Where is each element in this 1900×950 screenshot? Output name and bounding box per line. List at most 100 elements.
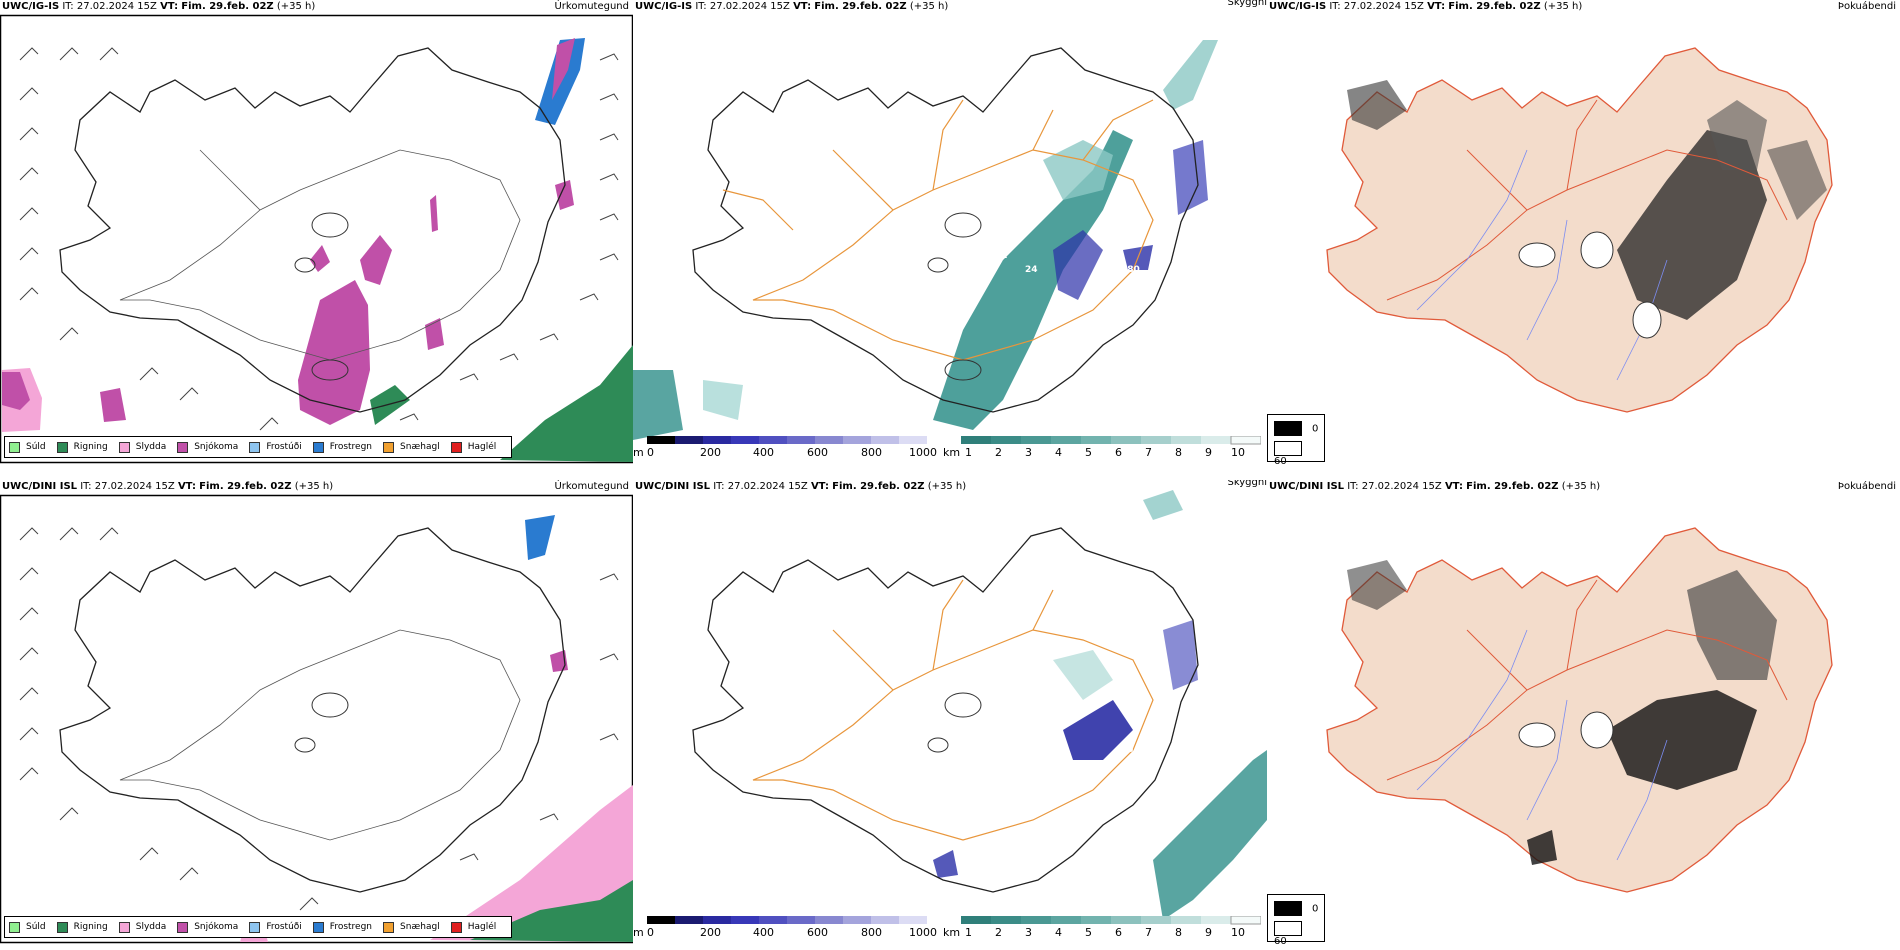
legend-label: Rigning	[73, 922, 108, 932]
swatch	[450, 441, 462, 453]
legend-label: Snjókoma	[194, 922, 239, 932]
legend-label: Rigning	[73, 442, 108, 452]
legend-label: Snjókoma	[194, 442, 239, 452]
init-time: IT: 27.02.2024 15Z	[695, 1, 790, 12]
swatch	[1274, 901, 1302, 916]
model-name: UWC/DINI ISL	[635, 481, 711, 492]
legend-label: Snæhagl	[400, 922, 440, 932]
init-time: IT: 27.02.2024 15Z	[713, 481, 808, 492]
vis-unit: km	[943, 446, 961, 459]
height-tick: 1000	[909, 446, 937, 459]
height-tick: 400	[753, 446, 774, 459]
vis-tick: 2	[995, 446, 1002, 459]
visibility-panel-bottom: 85 UWC/DINI ISL IT: 27.02.2024 15Z VT: F…	[633, 480, 1267, 946]
swatch	[177, 441, 189, 453]
vis-label: 30	[1063, 333, 1076, 343]
model-name: UWC/DINI ISL	[1269, 481, 1345, 492]
panel-title: Úrkomutegund	[554, 1, 629, 12]
height-unit: m	[633, 446, 644, 459]
panel-title: Skyggni	[1227, 480, 1267, 488]
vis-tick: 5	[1085, 446, 1092, 459]
vis-tick: 8	[1175, 446, 1182, 459]
panel-header: UWC/IG-IS IT: 27.02.2024 15Z VT: Fim. 29…	[635, 0, 948, 14]
vis-tick: 9	[1205, 926, 1212, 939]
lead-time: (+35 h)	[909, 1, 949, 12]
model-name: UWC/DINI ISL	[2, 481, 78, 492]
vis-tick: 7	[1145, 446, 1152, 459]
valid-time: Fim. 29.feb. 02Z	[199, 481, 292, 492]
valid-time: Fim. 29.feb. 02Z	[181, 1, 274, 12]
legend-label: Frostúði	[266, 922, 302, 932]
height-tick: 200	[700, 926, 721, 939]
fog-panel-top: UWC/IG-IS IT: 27.02.2024 15Z VT: Fim. 29…	[1267, 0, 1900, 466]
height-tick: 1000	[909, 926, 937, 939]
vis-label: 134	[1103, 261, 1122, 271]
lead-time: (+35 h)	[276, 1, 316, 12]
precip-legend: Súld Rigning Slydda Snjókoma Frostúði Fr…	[4, 436, 513, 458]
vis-tick: 3	[1025, 446, 1032, 459]
vt-label: VT:	[810, 481, 829, 492]
panel-title: Þokuábendi	[1837, 481, 1896, 492]
panel-title: Skyggni	[1227, 0, 1267, 8]
height-tick: 600	[807, 446, 828, 459]
swatch	[1274, 421, 1302, 436]
precip-map-bottom	[0, 494, 633, 944]
legend-item: Frostregn	[312, 441, 373, 453]
fog-key-light: 60	[1274, 441, 1324, 466]
vt-label: VT:	[177, 481, 196, 492]
vis-unit: km	[943, 926, 961, 939]
legend-item: Snæhagl	[383, 921, 440, 933]
visibility-colorbar: km 1 2 3 4 5 6 7 8 9 10	[943, 916, 1263, 940]
swatch	[249, 921, 261, 933]
visibility-colorbar-graphic	[961, 436, 1261, 445]
fog-key-light: 60	[1274, 921, 1324, 946]
swatch	[118, 921, 130, 933]
fog-key-label: 0	[1312, 423, 1319, 435]
legend-item: Haglél	[450, 921, 497, 933]
vis-tick: 10	[1231, 926, 1245, 939]
legend-item: Slydda	[118, 441, 167, 453]
vis-tick: 9	[1205, 446, 1212, 459]
legend-item: Snjókoma	[177, 441, 239, 453]
panel-header: UWC/IG-IS IT: 27.02.2024 15Z VT: Fim. 29…	[1269, 0, 1582, 14]
height-tick: 600	[807, 926, 828, 939]
legend-item: Haglél	[450, 441, 496, 453]
legend-label: Slydda	[135, 442, 167, 452]
legend-label: Frostregn	[329, 922, 373, 932]
lead-time: (+35 h)	[1561, 481, 1601, 492]
fog-map-bottom	[1326, 527, 1833, 893]
vt-label: VT:	[1427, 1, 1446, 12]
vis-tick: 2	[995, 926, 1002, 939]
vis-tick: 4	[1055, 926, 1062, 939]
panel-title: Þokuábendi	[1837, 1, 1896, 12]
vt-label: VT:	[793, 1, 812, 12]
height-tick: 0	[647, 446, 654, 459]
legend-label: Súld	[26, 442, 46, 452]
vt-label: VT:	[1444, 481, 1463, 492]
vis-tick: 3	[1025, 926, 1032, 939]
height-colorbar-graphic	[647, 436, 927, 444]
fog-key: 0 60	[1267, 894, 1325, 946]
model-name: UWC/IG-IS	[2, 1, 60, 12]
panel-header: UWC/DINI ISL IT: 27.02.2024 15Z VT: Fim.…	[635, 480, 966, 494]
legend-item: Snjókoma	[177, 921, 239, 933]
swatch	[56, 441, 68, 453]
legend-label: Snæhagl	[400, 442, 440, 452]
swatch	[249, 441, 261, 453]
precip-type-panel-bottom: UWC/DINI ISL IT: 27.02.2024 15Z VT: Fim.…	[0, 480, 633, 946]
vis-tick: 6	[1115, 926, 1122, 939]
fog-key-dark: 0	[1274, 421, 1318, 436]
fog-key-label: 0	[1312, 903, 1319, 915]
legend-label: Frostregn	[329, 442, 373, 452]
panel-header: UWC/DINI ISL IT: 27.02.2024 15Z VT: Fim.…	[1269, 480, 1600, 494]
panel-header: UWC/DINI ISL IT: 27.02.2024 15Z VT: Fim.…	[2, 480, 333, 494]
init-time: IT: 27.02.2024 15Z	[1329, 1, 1424, 12]
fog-key-label: 60	[1274, 456, 1287, 466]
vis-tick: 8	[1175, 926, 1182, 939]
swatch	[177, 921, 189, 933]
vis-label: 22	[993, 415, 1006, 425]
precip-map-top	[0, 14, 633, 464]
visibility-map-top: 22 24 134 180 30 22	[633, 40, 1218, 440]
vis-tick: 4	[1055, 446, 1062, 459]
legend-label: Haglél	[467, 922, 497, 932]
